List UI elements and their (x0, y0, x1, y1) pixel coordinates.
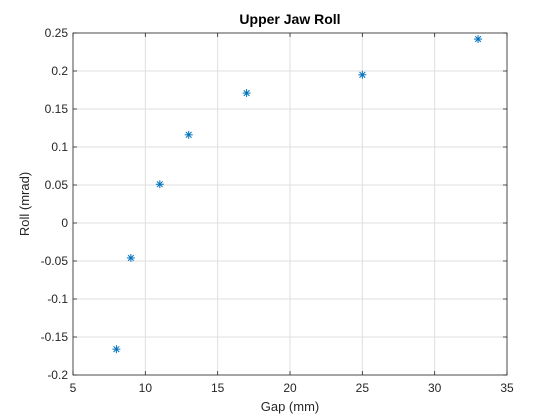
y-tick-label: 0.15 (45, 102, 69, 116)
data-point-stroke (243, 89, 250, 97)
y-tick-label: 0.25 (45, 26, 69, 40)
x-tick-label: 30 (428, 381, 442, 395)
data-point (126, 253, 135, 262)
y-tick-label: 0.1 (51, 140, 68, 154)
data-point (474, 35, 483, 44)
data-point-stroke (156, 181, 163, 188)
y-tick-label: -0.1 (47, 292, 68, 306)
data-point (358, 70, 367, 79)
x-axis-label: Gap (mm) (261, 399, 320, 414)
y-tick-label: -0.15 (41, 330, 69, 344)
y-axis-label: Roll (mrad) (17, 172, 32, 236)
y-tick-label: 0.05 (45, 178, 69, 192)
chart-title: Upper Jaw Roll (239, 11, 340, 27)
data-point-stroke (359, 71, 366, 78)
y-tick-label: -0.2 (47, 368, 68, 382)
x-tick-label: 15 (211, 381, 225, 395)
x-tick-label: 25 (356, 381, 370, 395)
data-point (155, 180, 164, 189)
x-tick-label: 35 (500, 381, 514, 395)
data-point (242, 89, 251, 98)
ticks: 5 10 15 20 25 30 35 -0.2 -0.15 -0.1 -0.05 0 0.05 0.1 0… (41, 26, 514, 395)
data-points (112, 35, 483, 354)
data-point-stroke (185, 131, 192, 139)
x-tick-label: 5 (70, 381, 77, 395)
y-tick-label: -0.05 (41, 254, 69, 268)
data-point-stroke (127, 254, 135, 262)
x-tick-label: 10 (139, 381, 153, 395)
data-point (184, 130, 193, 139)
data-point-stroke (113, 345, 120, 353)
data-point-stroke (474, 35, 482, 43)
x-tick-label: 20 (283, 381, 297, 395)
y-tick-label: 0.2 (51, 64, 68, 78)
data-point (112, 345, 121, 354)
y-tick-label: 0 (61, 216, 68, 230)
